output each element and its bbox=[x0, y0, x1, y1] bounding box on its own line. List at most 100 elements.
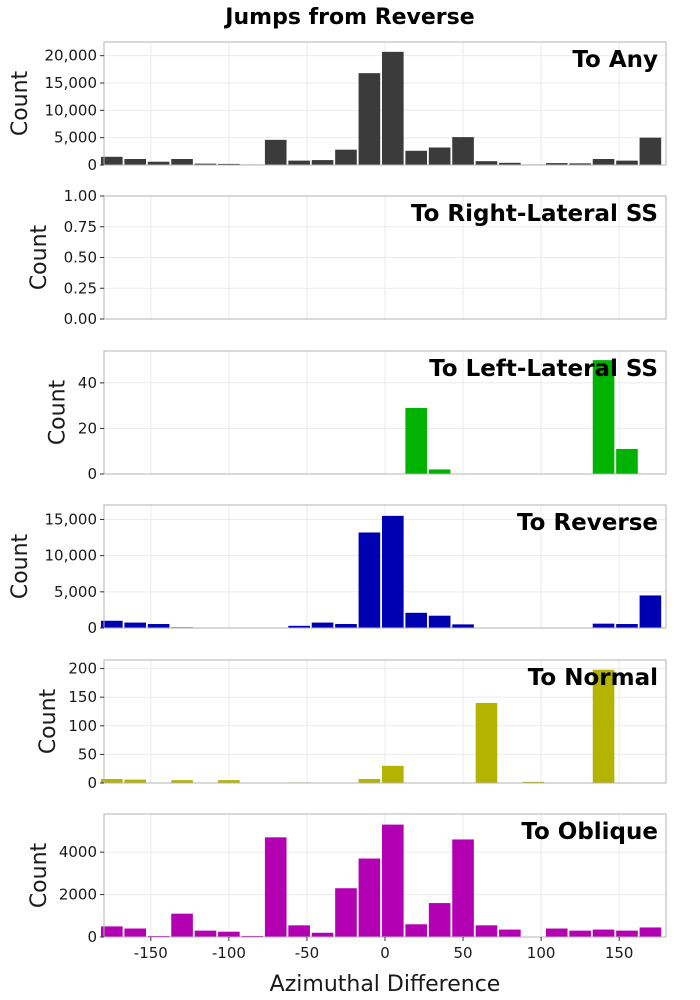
y-tick-label: 15,000 bbox=[45, 510, 98, 528]
bar bbox=[616, 160, 638, 165]
y-tick-label: 4000 bbox=[59, 843, 97, 861]
bar bbox=[452, 839, 474, 937]
bar bbox=[147, 161, 170, 165]
y-tick-label: 10,000 bbox=[45, 547, 98, 565]
bar bbox=[358, 532, 381, 628]
bar bbox=[616, 930, 638, 937]
panels: 0 5,000 10,000 15,000 20,000 Count To Any 0.00 0… bbox=[8, 41, 667, 946]
panel-title: To Left-Lateral SS bbox=[429, 356, 658, 382]
bar bbox=[335, 888, 357, 937]
bar bbox=[194, 930, 217, 937]
bar bbox=[124, 622, 147, 628]
bar bbox=[171, 158, 193, 165]
bar bbox=[381, 51, 404, 166]
bar bbox=[545, 163, 568, 165]
y-tick-label: 0.00 bbox=[64, 310, 97, 328]
bar bbox=[475, 161, 498, 165]
panel-frame bbox=[103, 350, 667, 475]
bar bbox=[100, 926, 123, 937]
bar bbox=[381, 824, 404, 937]
bar bbox=[381, 515, 404, 628]
y-tick-label: 1.00 bbox=[64, 187, 97, 205]
y-tick-label: 5,000 bbox=[54, 583, 97, 601]
x-tick-label: 0 bbox=[380, 944, 390, 962]
x-tick-label: -50 bbox=[295, 944, 320, 962]
bar bbox=[381, 765, 404, 783]
bar bbox=[311, 160, 334, 165]
bar bbox=[311, 622, 334, 628]
bar bbox=[405, 150, 428, 165]
x-tick-label: 150 bbox=[605, 944, 634, 962]
y-tick-label: 100 bbox=[68, 717, 97, 735]
y-tick-label: 0.25 bbox=[64, 279, 97, 297]
panel-title: To Any bbox=[572, 47, 658, 73]
bar bbox=[335, 149, 357, 165]
panel-3: 0 20 40 Count To Left-Lateral SS bbox=[45, 350, 667, 483]
bar bbox=[124, 779, 147, 783]
y-axis-label: Count bbox=[8, 70, 33, 136]
x-tick-label: 100 bbox=[527, 944, 556, 962]
panel-frame bbox=[103, 41, 667, 166]
bar bbox=[569, 163, 591, 165]
bar bbox=[639, 595, 662, 628]
y-axis-label: Count bbox=[36, 688, 61, 754]
y-tick-label: 0 bbox=[87, 465, 97, 483]
bar bbox=[147, 935, 170, 937]
bar bbox=[264, 837, 287, 937]
bar bbox=[358, 858, 381, 937]
y-tick-label: 20,000 bbox=[45, 47, 98, 65]
bar bbox=[405, 612, 428, 628]
y-axis-label: Count bbox=[27, 842, 52, 908]
panel-title: To Reverse bbox=[517, 510, 658, 536]
bar bbox=[124, 928, 147, 937]
x-tick-label: -100 bbox=[212, 944, 246, 962]
bar bbox=[194, 163, 217, 165]
bar bbox=[475, 702, 498, 783]
bar bbox=[171, 913, 193, 937]
y-tick-label: 15,000 bbox=[45, 74, 98, 92]
bar bbox=[428, 469, 451, 474]
y-axis-label: Count bbox=[27, 224, 52, 290]
y-tick-label: 0 bbox=[87, 156, 97, 174]
bar bbox=[592, 623, 615, 628]
panel-4: 0 5,000 10,000 15,000 Count To Reverse bbox=[8, 504, 667, 637]
bar bbox=[311, 932, 334, 937]
bar bbox=[428, 903, 451, 937]
y-tick-label: 5,000 bbox=[54, 129, 97, 147]
bar bbox=[171, 780, 193, 783]
bar bbox=[335, 624, 357, 628]
y-axis-label: Count bbox=[8, 533, 33, 599]
bar bbox=[475, 925, 498, 937]
y-tick-label: 0.50 bbox=[64, 249, 97, 267]
bar bbox=[616, 624, 638, 628]
y-tick-label: 40 bbox=[78, 374, 97, 392]
bar bbox=[522, 781, 545, 783]
bar bbox=[452, 624, 474, 628]
y-tick-label: 0.75 bbox=[64, 218, 97, 236]
x-tick-label: -150 bbox=[134, 944, 168, 962]
bar bbox=[218, 931, 240, 937]
bar bbox=[452, 137, 474, 165]
panel-frame bbox=[103, 504, 667, 629]
bar bbox=[592, 158, 615, 165]
y-tick-label: 0 bbox=[87, 928, 97, 946]
panel-2: 0.00 0.25 0.50 0.75 1.00 Count To Right-Latera… bbox=[27, 187, 667, 328]
bar bbox=[241, 935, 264, 937]
x-axis-ticks: -150 -100 -50 0 50 100 150 bbox=[134, 937, 634, 962]
y-tick-label: 10,000 bbox=[45, 101, 98, 119]
panel-frame bbox=[103, 659, 667, 784]
bar bbox=[639, 137, 662, 165]
bar bbox=[592, 669, 615, 783]
x-tick-label: 50 bbox=[454, 944, 473, 962]
bar bbox=[100, 778, 123, 783]
bar bbox=[100, 156, 123, 165]
bar bbox=[264, 139, 287, 165]
bar bbox=[358, 778, 381, 783]
y-tick-label: 50 bbox=[78, 745, 97, 763]
panel-6: 0 2000 4000 Count To Oblique bbox=[27, 813, 667, 946]
y-tick-label: 150 bbox=[68, 688, 97, 706]
bar bbox=[428, 147, 451, 165]
y-axis-label: Count bbox=[45, 379, 70, 445]
